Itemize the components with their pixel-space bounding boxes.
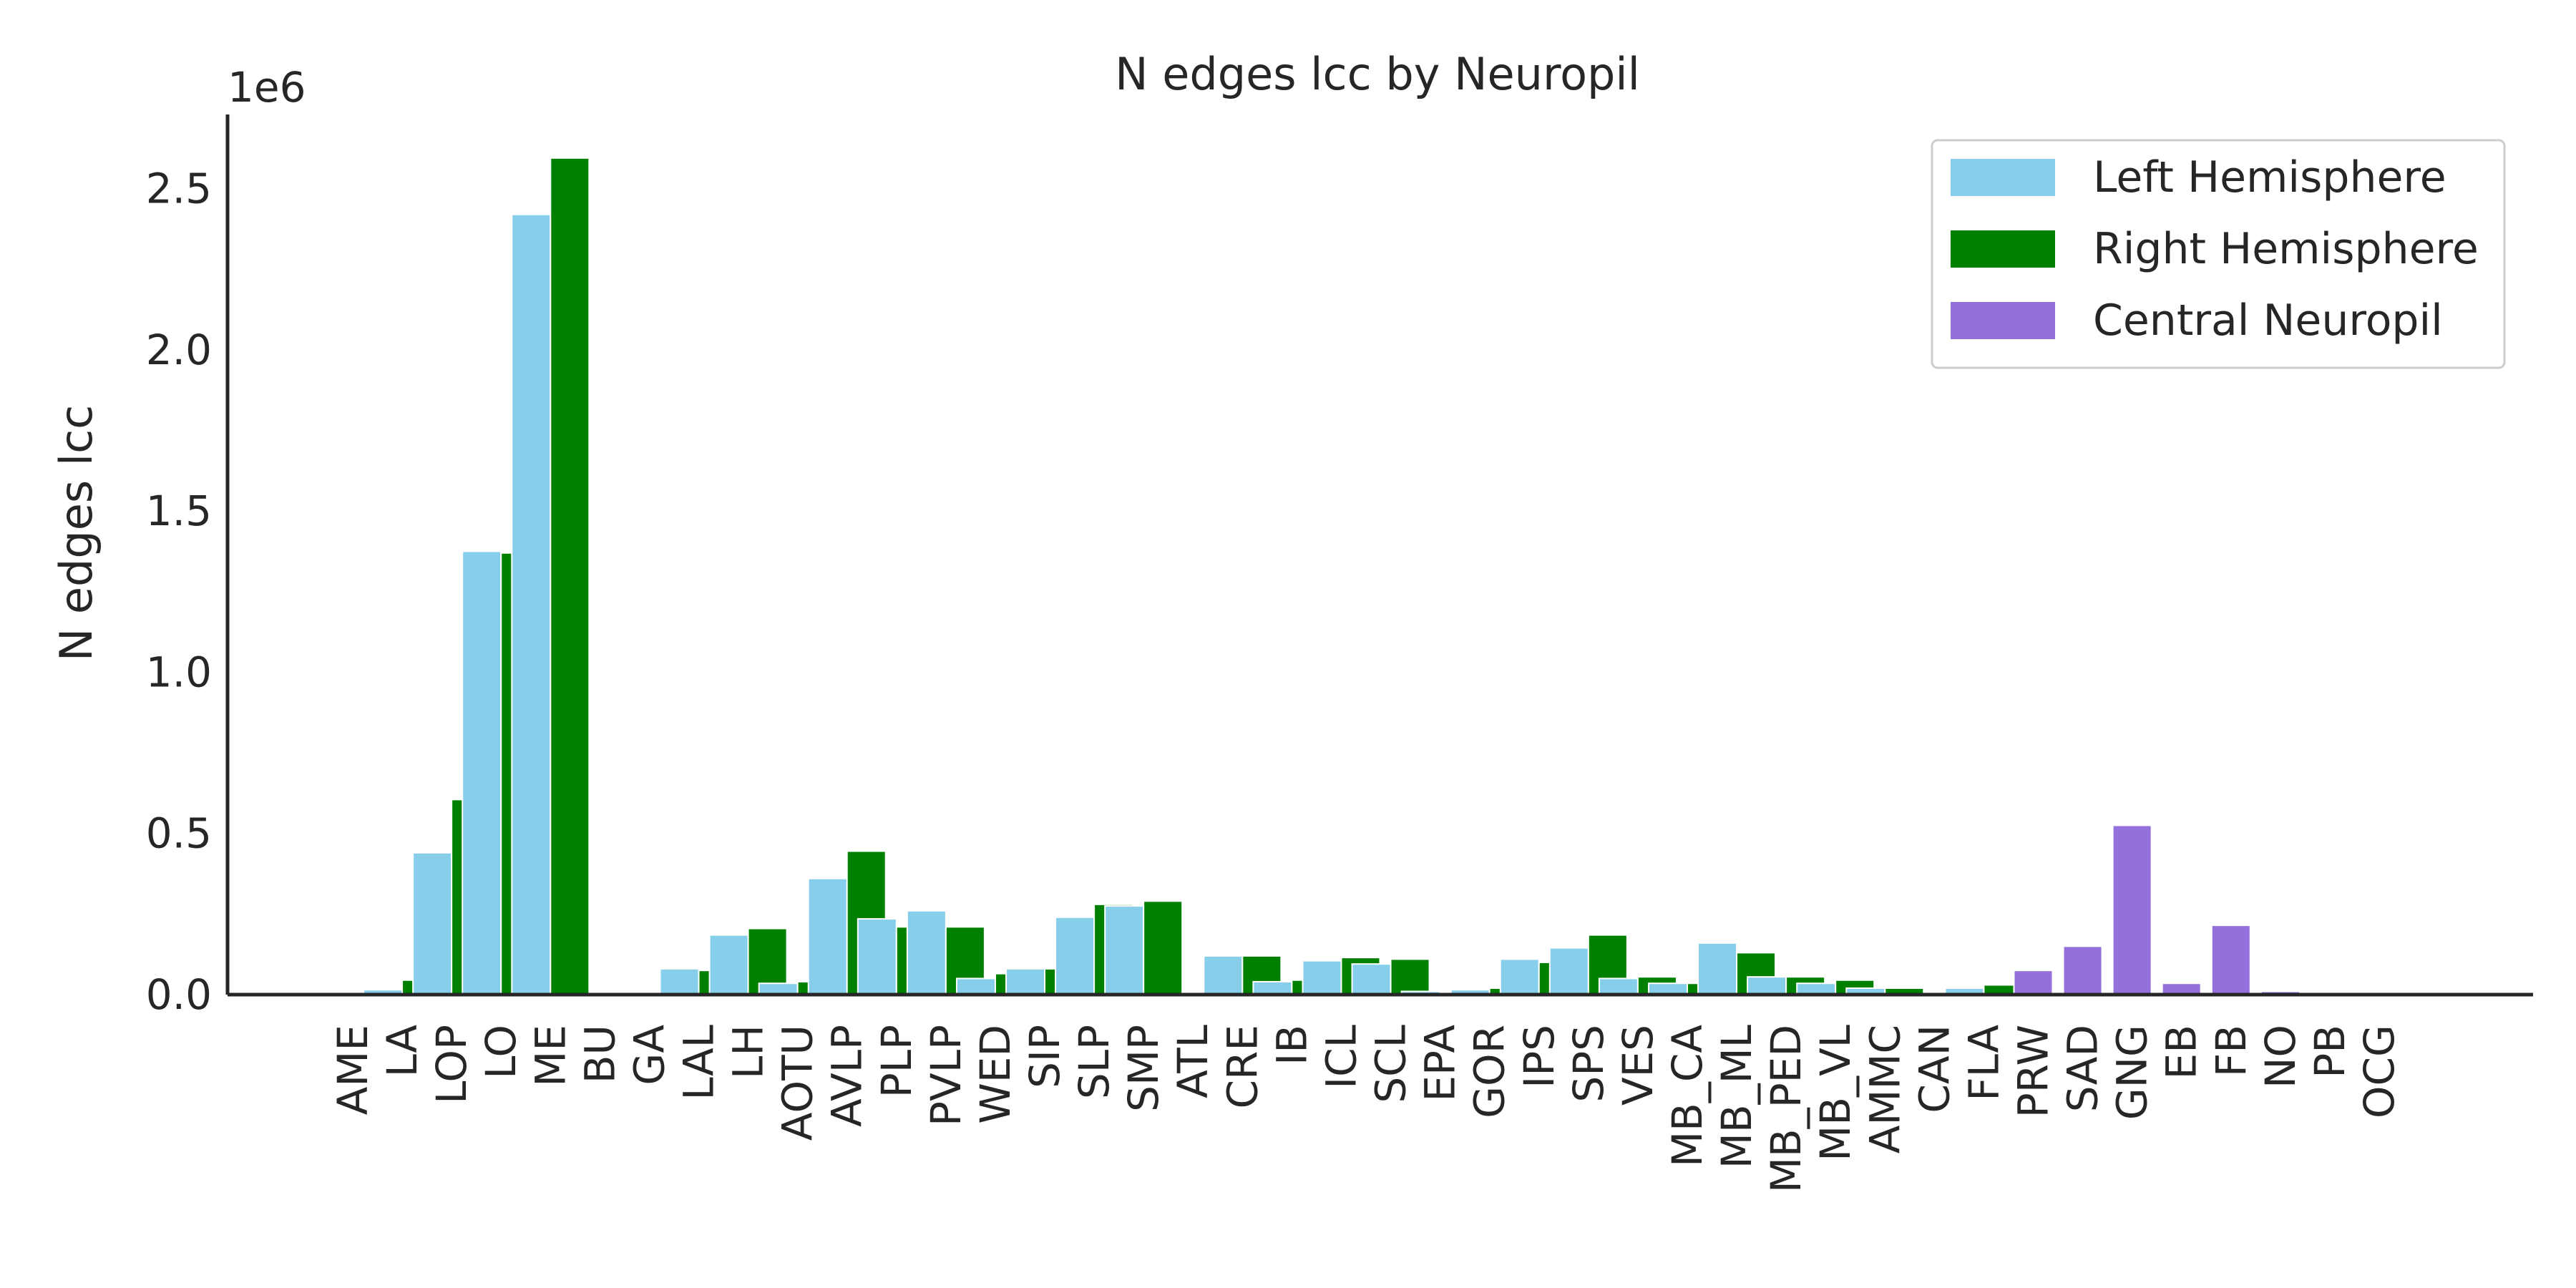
x-tick-label: PLP — [872, 1025, 921, 1098]
x-tick-label: ATL — [1169, 1025, 1217, 1098]
bar-left-hemisphere-wed — [955, 977, 996, 996]
bar-left-hemisphere-sip — [1005, 967, 1046, 996]
bar-left-hemisphere-ves — [1598, 977, 1639, 996]
x-tick-label: AVLP — [823, 1025, 872, 1127]
x-tick-label: LOP — [427, 1025, 476, 1104]
x-tick-label: SIP — [1020, 1025, 1069, 1088]
x-tick-label: LAL — [675, 1025, 723, 1101]
x-tick-label: CAN — [1910, 1025, 1958, 1113]
y-tick-label: 0.5 — [146, 809, 212, 858]
legend-label: Central Neuropil — [2093, 296, 2443, 346]
x-tick-label: EPA — [1416, 1025, 1465, 1102]
x-tick-label: PVLP — [922, 1025, 970, 1126]
x-tick-label: SMP — [1119, 1025, 1168, 1112]
bar-left-hemisphere-mb_ml — [1697, 942, 1738, 996]
bars-group — [313, 157, 2399, 996]
legend-label: Right Hemisphere — [2093, 224, 2479, 274]
y-tick-label: 1.5 — [146, 487, 212, 535]
legend-label: Left Hemisphere — [2093, 152, 2446, 203]
x-tick-label: SLP — [1070, 1025, 1118, 1099]
legend: Left Hemisphere Right Hemisphere Central N… — [1931, 139, 2506, 369]
x-tick-label: GNG — [2108, 1025, 2157, 1120]
x-tick-label: AOTU — [774, 1025, 822, 1141]
x-tick-label: OCG — [2355, 1025, 2404, 1118]
x-tick-label: GA — [625, 1025, 673, 1085]
bar-left-hemisphere-lh — [708, 934, 749, 995]
bar-left-hemisphere-me — [511, 213, 552, 996]
x-tick-label: ICL — [1317, 1025, 1365, 1089]
bar-right-hemisphere-smp — [1143, 900, 1184, 996]
x-tick-label: MB_ML — [1712, 1025, 1761, 1169]
x-tick-label: LO — [477, 1025, 525, 1079]
bar-left-hemisphere-pvlp — [906, 909, 947, 996]
x-tick-label: IB — [1267, 1025, 1316, 1065]
bar-left-hemisphere-lop — [412, 852, 453, 996]
x-tick-label: MB_PED — [1762, 1025, 1810, 1193]
x-tick-label: PRW — [2009, 1025, 2057, 1118]
legend-swatch — [1951, 230, 2055, 268]
y-axis-ticks: 0.0 0.5 1.0 1.5 2.0 2.5 — [146, 165, 212, 1019]
bar-left-hemisphere-scl — [1351, 963, 1392, 995]
x-tick-label: LA — [378, 1025, 426, 1078]
x-tick-label: VES — [1614, 1025, 1662, 1106]
x-tick-label: SAD — [2059, 1025, 2107, 1112]
y-tick-label: 1.0 — [146, 648, 212, 696]
bar-central-neuropil-gng — [2112, 824, 2152, 996]
x-tick-label: IPS — [1515, 1025, 1563, 1088]
bar-left-hemisphere-ib — [1252, 980, 1293, 996]
bar-right-hemisphere-me — [550, 157, 590, 995]
bar-left-hemisphere-avlp — [807, 877, 848, 996]
x-tick-label: SPS — [1564, 1025, 1613, 1103]
x-tick-label: PB — [2306, 1025, 2354, 1078]
y-axis-offset-label: 1e6 — [228, 63, 306, 112]
y-tick-label: 2.5 — [146, 165, 212, 213]
x-tick-label: NO — [2256, 1025, 2305, 1088]
x-tick-label: LH — [724, 1025, 773, 1079]
bar-left-hemisphere-mb_ped — [1747, 976, 1787, 995]
bar-left-hemisphere-lo — [462, 550, 502, 995]
bar-central-neuropil-prw — [2013, 970, 2054, 995]
x-tick-label: AME — [328, 1025, 377, 1115]
chart-title: N edges lcc by Neuropil — [1115, 48, 1640, 100]
x-tick-label: EB — [2157, 1025, 2206, 1079]
legend-box — [1931, 139, 2506, 369]
bar-left-hemisphere-lal — [659, 967, 700, 996]
x-tick-label: CRE — [1218, 1025, 1267, 1108]
bar-left-hemisphere-cre — [1203, 955, 1244, 996]
x-tick-label: MB_VL — [1811, 1025, 1860, 1161]
bar-right-hemisphere-scl — [1390, 958, 1430, 996]
bar-left-hemisphere-sps — [1548, 947, 1589, 995]
x-tick-label: GOR — [1465, 1025, 1514, 1118]
x-tick-label: BU — [575, 1025, 624, 1083]
y-tick-label: 0.0 — [146, 970, 212, 1019]
bar-left-hemisphere-smp — [1104, 905, 1145, 995]
bar-central-neuropil-sad — [2062, 945, 2103, 996]
x-tick-label: ME — [526, 1025, 575, 1087]
bar-left-hemisphere-plp — [857, 918, 897, 995]
legend-swatch — [1951, 302, 2055, 339]
bar-left-hemisphere-ips — [1499, 958, 1540, 996]
x-tick-label: MB_CA — [1663, 1025, 1712, 1167]
x-tick-label: FLA — [1959, 1025, 2008, 1101]
x-tick-label: AMMC — [1860, 1025, 1909, 1153]
bar-left-hemisphere-icl — [1302, 960, 1342, 995]
y-tick-label: 2.0 — [146, 326, 212, 374]
legend-swatch — [1951, 159, 2055, 196]
bar-central-neuropil-fb — [2210, 924, 2251, 995]
x-tick-label: SCL — [1367, 1025, 1415, 1103]
x-tick-label: WED — [971, 1025, 1020, 1124]
x-tick-label: FB — [2207, 1025, 2255, 1077]
y-axis-label: N edges lcc — [50, 405, 102, 662]
x-axis-ticks: AME LA LOP LO ME BU GA LAL LH AOTU AVLP PLP PVLP WED S… — [328, 1025, 2404, 1193]
bar-left-hemisphere-slp — [1055, 916, 1096, 996]
